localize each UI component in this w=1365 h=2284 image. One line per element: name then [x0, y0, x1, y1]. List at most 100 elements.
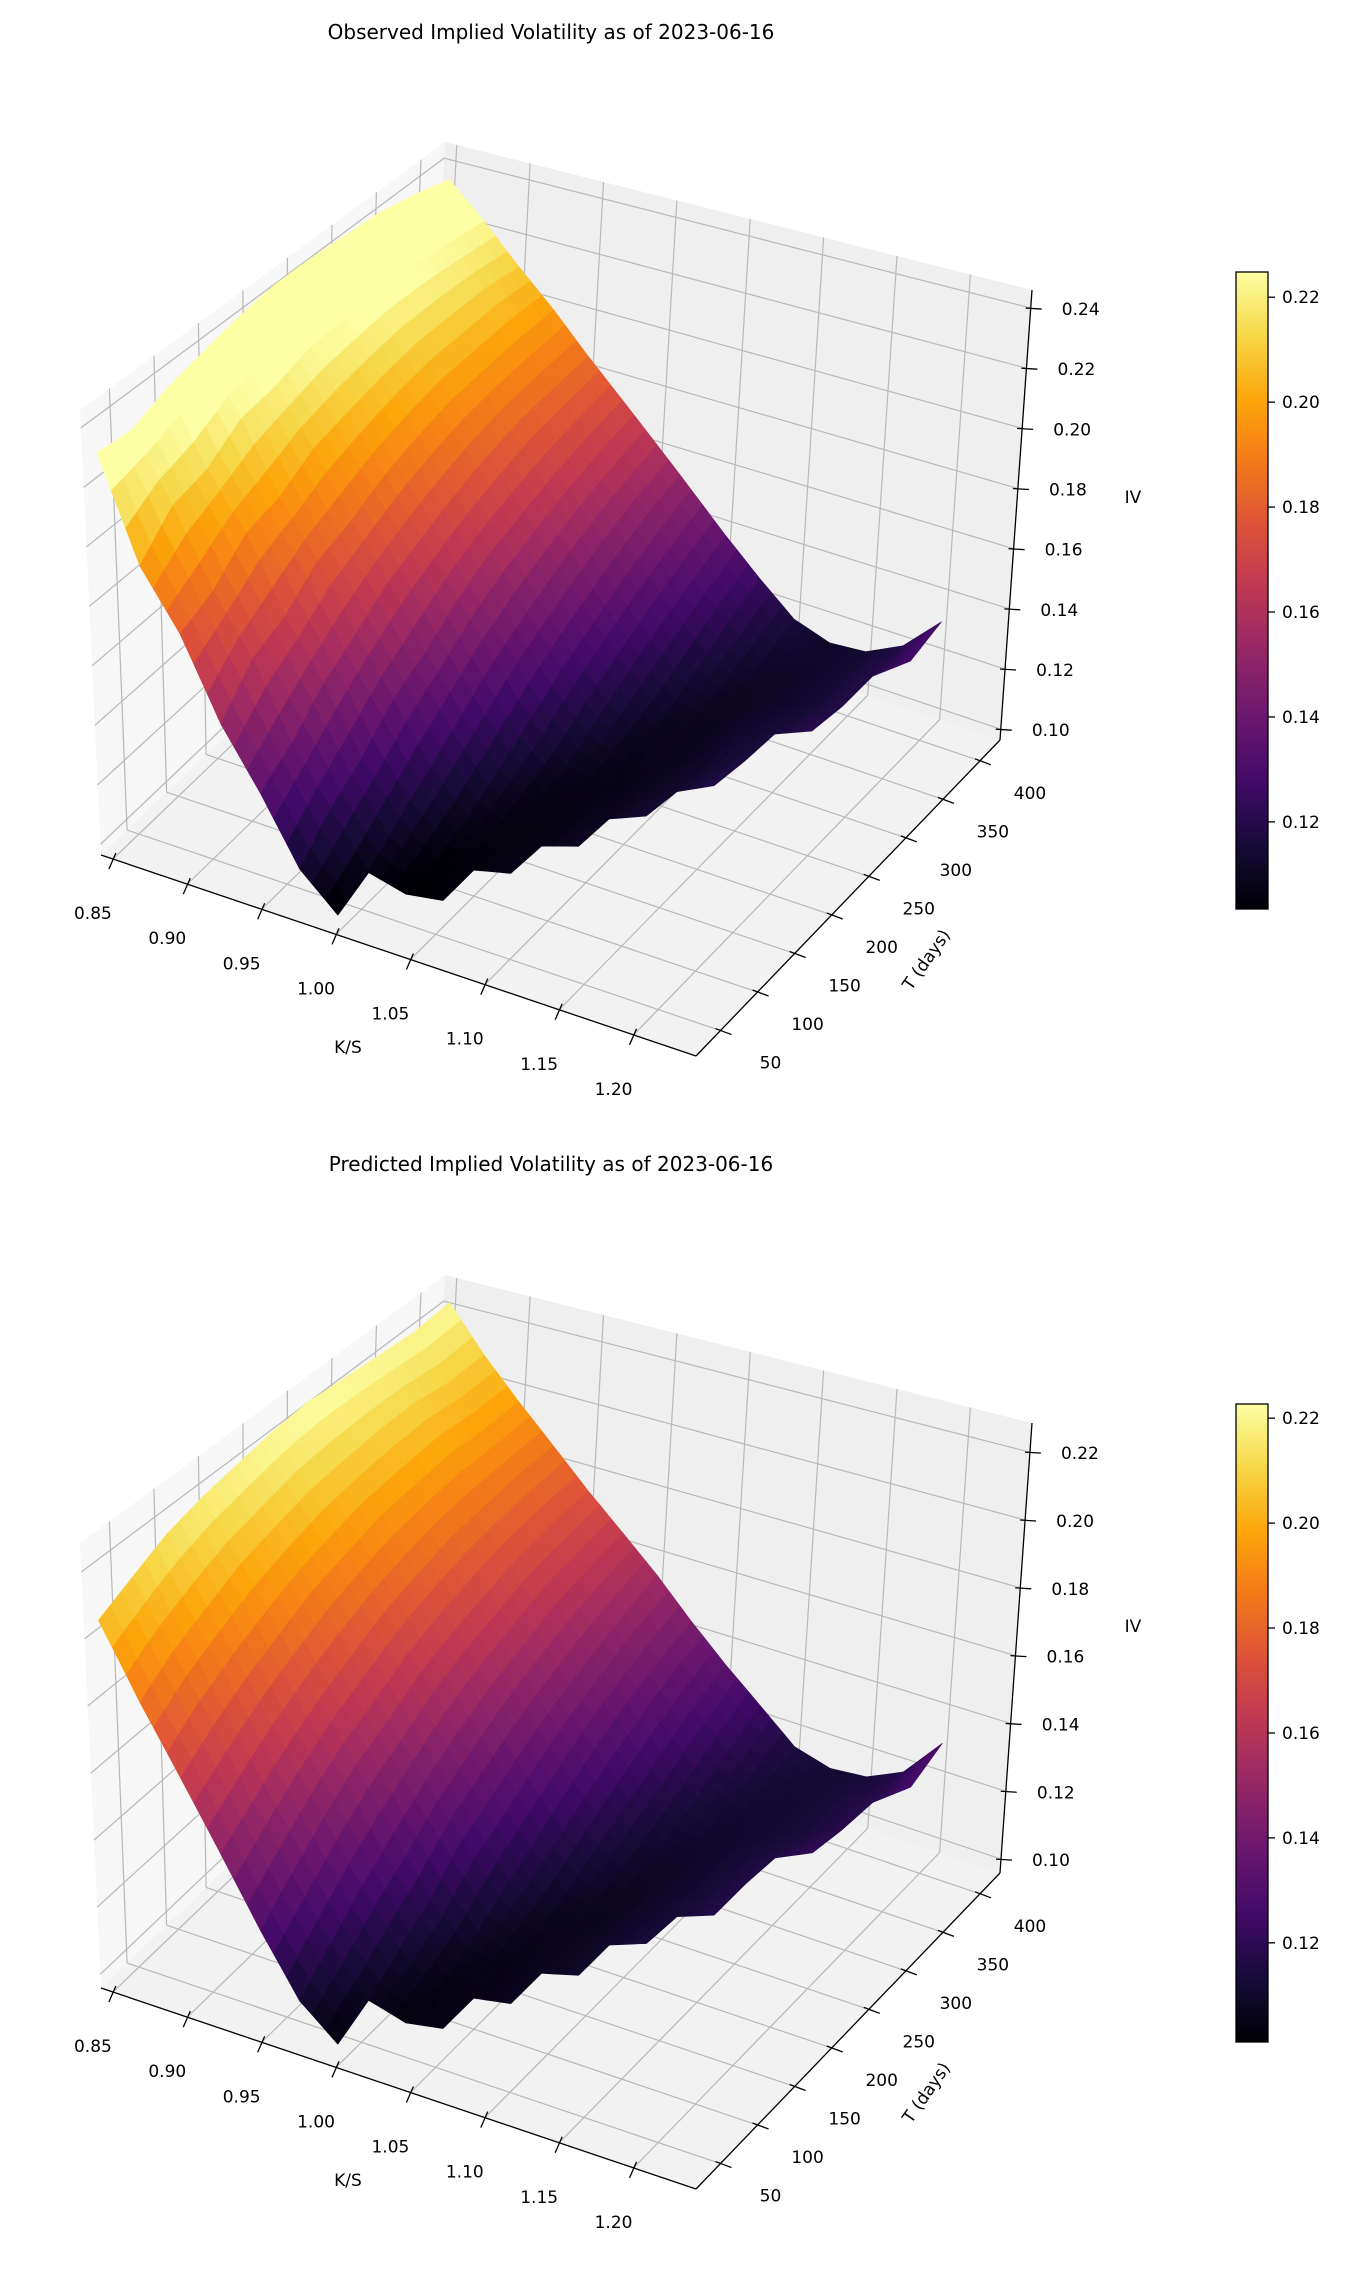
x-tick-mark — [257, 2036, 266, 2053]
y-tick-label: 350 — [977, 1955, 1009, 1975]
y-tick-mark — [826, 2045, 843, 2053]
gridline — [126, 1962, 721, 2165]
x-tick-mark — [405, 2086, 414, 2103]
z-axis-label: IV — [1125, 488, 1142, 508]
y-tick-label: 150 — [828, 2109, 860, 2129]
z-tick-mark — [1024, 1451, 1041, 1454]
z-tick-label: 0.10 — [1032, 1851, 1070, 1871]
gridline — [795, 1370, 825, 1804]
gridline — [939, 1407, 971, 1853]
x-tick-mark — [405, 953, 414, 970]
y-tick-mark — [752, 2122, 769, 2130]
x-tick-mark — [182, 877, 191, 895]
colorbar-tick-label: 0.20 — [1282, 393, 1320, 413]
gridline — [166, 1924, 758, 2126]
surface-facet — [324, 2013, 349, 2045]
z-tick-mark — [1000, 1790, 1017, 1793]
y-tick-mark — [826, 912, 843, 920]
x-axis-line — [100, 854, 697, 1057]
x-axis-label: K/S — [334, 2171, 362, 2191]
z-tick-label: 0.22 — [1058, 360, 1096, 380]
gridline — [81, 1300, 445, 1573]
x-tick-mark — [480, 978, 489, 995]
colorbar-tick-label: 0.18 — [1282, 498, 1320, 518]
x-tick-mark — [628, 2161, 638, 2179]
surface-facet — [897, 647, 922, 667]
x-tick-mark — [182, 2010, 191, 2028]
y-tick-label: 250 — [903, 2032, 935, 2052]
colorbar-tick-label: 0.22 — [1282, 1409, 1320, 1429]
x-tick-label: 1.10 — [446, 1030, 484, 1050]
y-tick-label: 50 — [760, 2187, 782, 2207]
y-tick-mark — [715, 1027, 732, 1036]
chart-title: Observed Implied Volatility as of 2023-0… — [328, 20, 775, 44]
x-tick-label: 1.15 — [520, 1055, 558, 1075]
x-tick-label: 0.85 — [74, 904, 112, 924]
surface-facet — [897, 1772, 922, 1793]
gridline — [440, 1361, 1026, 1521]
z-tick-label: 0.24 — [1062, 300, 1100, 320]
surface-facet — [701, 1904, 725, 1916]
x-tick-label: 0.90 — [148, 2062, 186, 2082]
y-tick-mark — [863, 873, 880, 882]
colorbar: 0.12 0.14 0.16 0.18 0.20 0.22 — [1235, 1403, 1320, 2043]
z-axis-line — [999, 1422, 1033, 1874]
z-tick-mark — [1000, 668, 1017, 671]
colorbar-tick-label: 0.22 — [1282, 288, 1320, 308]
x-tick-mark — [554, 2136, 563, 2154]
surface-facet — [633, 1934, 657, 1945]
z-tick-mark — [1017, 427, 1034, 431]
y-tick-label: 300 — [940, 1994, 972, 2014]
colorbar-tick-label: 0.14 — [1282, 708, 1320, 728]
y-tick-mark — [937, 1929, 955, 1937]
observed-iv-surface-chart: Observed Implied Volatility as of 2023-0… — [74, 20, 1320, 1100]
x-tick-mark — [331, 928, 340, 945]
gridline — [441, 211, 1027, 369]
z-tick-label: 0.16 — [1045, 541, 1083, 561]
y-tick-mark — [863, 2006, 880, 2015]
colorbar-tick-label: 0.18 — [1282, 1619, 1320, 1639]
x-tick-label: 1.20 — [595, 2213, 633, 2233]
surface — [96, 178, 942, 916]
y-axis-label: T (days) — [898, 2059, 955, 2128]
x-tick-label: 1.00 — [297, 979, 335, 999]
z-tick-label: 0.16 — [1047, 1648, 1085, 1668]
gridline — [126, 829, 721, 1032]
y-tick-label: 100 — [791, 1015, 823, 1035]
z-tick-mark — [1005, 1722, 1022, 1726]
gridline — [633, 719, 941, 1036]
z-tick-mark — [995, 1858, 1013, 1861]
x-tick-mark — [331, 2061, 340, 2078]
surface-facet — [498, 1991, 522, 2004]
z-tick-label: 0.14 — [1042, 1715, 1080, 1735]
z-tick-label: 0.18 — [1051, 1580, 1089, 1600]
x-tick-mark — [257, 903, 266, 920]
y-tick-mark — [937, 796, 955, 804]
y-tick-mark — [715, 2160, 732, 2169]
gridline — [633, 1852, 941, 2169]
x-axis-label: K/S — [334, 1038, 362, 1058]
z-tick-mark — [1015, 1587, 1032, 1590]
surface-facet — [430, 2015, 454, 2029]
gridline — [108, 1521, 128, 1964]
gridline — [443, 1300, 1031, 1453]
colorbar-tick-label: 0.20 — [1282, 1514, 1320, 1534]
z-tick-mark — [1004, 608, 1021, 611]
gridline — [444, 157, 1031, 309]
z-tick-mark — [1008, 548, 1025, 551]
z-tick-label: 0.10 — [1032, 721, 1070, 741]
gridline — [939, 274, 971, 720]
gridline — [867, 255, 898, 696]
gridline — [166, 791, 758, 993]
gridline — [795, 237, 825, 671]
colorbar-gradient — [1235, 1403, 1269, 2043]
y-tick-label: 150 — [828, 976, 860, 996]
gridline — [558, 1827, 869, 2144]
z-tick-mark — [1021, 367, 1038, 370]
gridline — [558, 694, 869, 1011]
y-tick-mark — [900, 1968, 918, 1976]
y-tick-label: 50 — [760, 1054, 782, 1074]
x-tick-mark — [108, 852, 117, 870]
z-tick-mark — [1012, 487, 1029, 491]
y-tick-label: 200 — [865, 938, 897, 958]
